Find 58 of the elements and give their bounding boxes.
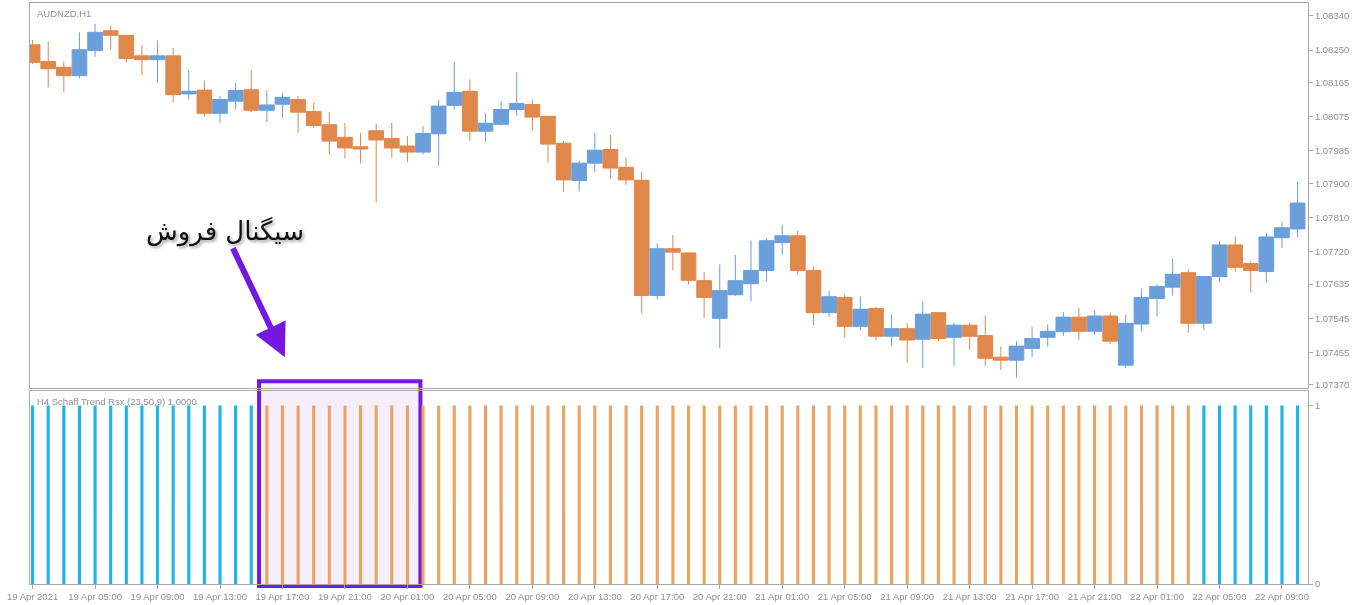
y-tick-label: 1.07810: [1314, 211, 1350, 223]
candlestick: [930, 311, 947, 342]
y-tick-label: 1.07545: [1314, 312, 1350, 324]
y-tick-label: 1: [1314, 399, 1321, 411]
text: H4 Schaff Trend Rsx (23,50,9) 1.0000: [37, 396, 197, 407]
x-tick-label: 19 Apr 17:00: [255, 591, 310, 603]
x-tick-label: 22 Apr 01:00: [1130, 591, 1184, 603]
x-tick-label: 21 Apr 05:00: [817, 591, 872, 603]
candlestick: [899, 322, 915, 363]
candlestick: [1180, 268, 1197, 334]
x-tick-label: 20 Apr 13:00: [567, 591, 622, 603]
candlestick: [462, 78, 478, 142]
text: AUDNZD,H1: [37, 8, 92, 19]
candlestick: [149, 40, 166, 84]
x-tick-label: 21 Apr 17:00: [1005, 591, 1060, 603]
candlestick: [821, 290, 837, 318]
candlestick: [914, 300, 931, 369]
candlestick: [1071, 307, 1087, 341]
candlestick: [180, 69, 197, 101]
x-tick-label: 20 Apr 05:00: [442, 591, 497, 603]
y-tick-label: 1.08075: [1314, 111, 1350, 123]
x-tick-label: 19 Apr 09:00: [130, 591, 185, 603]
candlestick: [852, 295, 869, 331]
y-tick-label: 1.08165: [1314, 76, 1350, 88]
y-tick-label: 1.07370: [1314, 379, 1350, 391]
y-tick-label: 1.07455: [1314, 346, 1350, 358]
y-tick-label: 1.07985: [1314, 145, 1350, 157]
candlestick: [243, 69, 260, 113]
candlestick: [165, 47, 181, 104]
x-tick-label: 20 Apr 01:00: [380, 591, 435, 603]
x-tick-label: 19 Apr 05:00: [68, 591, 123, 603]
y-tick-label: 1.08250: [1314, 44, 1350, 56]
y-tick-label: 1.07720: [1314, 246, 1350, 258]
candlestick: [649, 242, 666, 300]
y-tick-label: 1.08340: [1314, 10, 1350, 22]
candlestick: [196, 79, 213, 118]
y-tick-label: 1.07900: [1314, 177, 1350, 189]
x-tick-label: 22 Apr 05:00: [1192, 591, 1247, 603]
annotation: سیگنال فروش: [146, 216, 304, 247]
x-tick-label: 22 Apr 09:00: [1255, 591, 1309, 603]
candlestick: [946, 322, 962, 367]
candlestick: [1102, 312, 1119, 345]
y-tick-label: 1.07635: [1314, 278, 1350, 290]
x-tick-label: 21 Apr 13:00: [942, 591, 997, 603]
x-tick-label: 21 Apr 09:00: [880, 591, 935, 603]
y-tick-label: 0: [1314, 578, 1321, 590]
candlestick: [883, 314, 900, 347]
x-tick-label: 19 Apr 21:00: [318, 591, 372, 603]
x-tick-label: 19 Apr 13:00: [193, 591, 247, 603]
candlestick: [868, 306, 884, 341]
candlestick: [1086, 309, 1103, 335]
candlestick: [836, 293, 853, 338]
x-tick-label: 20 Apr 17:00: [630, 591, 685, 603]
x-tick-label: 20 Apr 09:00: [505, 591, 560, 603]
x-tick-label: 19 Apr 2021: [6, 591, 59, 603]
x-tick-label: 21 Apr 21:00: [1067, 591, 1122, 603]
x-tick-label: 20 Apr 21:00: [692, 591, 747, 603]
x-tick-label: 21 Apr 01:00: [755, 591, 810, 603]
